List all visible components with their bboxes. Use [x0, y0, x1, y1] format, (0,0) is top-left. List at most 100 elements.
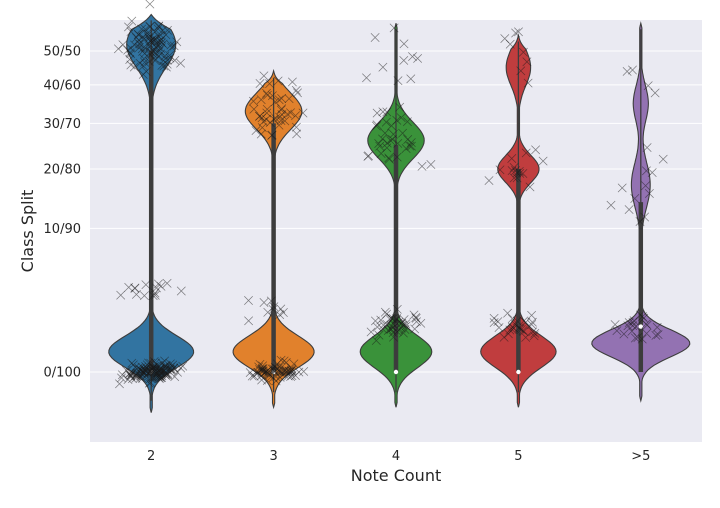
scatter-point [126, 27, 136, 37]
scatter-point [125, 55, 135, 64]
scatter-point [145, 22, 155, 31]
scatter-point [166, 40, 176, 50]
scatter-point [383, 326, 393, 336]
scatter-point [156, 281, 166, 291]
scatter-point [371, 121, 381, 131]
scatter-point [384, 154, 394, 164]
scatter-point [274, 120, 284, 130]
scatter-point [150, 290, 160, 300]
scatter-point [521, 332, 531, 342]
scatter-point [514, 27, 523, 37]
scatter-point [286, 108, 295, 118]
scatter-point [167, 43, 177, 52]
x-tick-label: 2 [147, 449, 155, 464]
scatter-point [489, 313, 499, 323]
scatter-point [629, 316, 639, 326]
scatter-point [522, 57, 532, 67]
scatter-point [406, 138, 416, 148]
scatter-point [133, 30, 143, 40]
scatter-point [262, 104, 272, 114]
scatter-point [244, 296, 253, 305]
scatter-point [292, 129, 302, 139]
scatter-point [647, 168, 657, 178]
scatter-point [151, 42, 161, 52]
scatter-point [635, 310, 645, 320]
scatter-point [375, 141, 385, 151]
scatter-point [493, 317, 503, 327]
scatter-point [631, 322, 641, 331]
scatter-point [406, 141, 416, 151]
scatter-point [396, 113, 406, 123]
scatter-point [162, 363, 172, 373]
scatter-point [255, 111, 265, 121]
scatter-point [170, 55, 180, 65]
scatter-point [637, 334, 647, 344]
scatter-point [503, 308, 513, 318]
scatter-point [146, 358, 156, 368]
scatter-point [124, 282, 134, 292]
scatter-point [380, 128, 390, 138]
scatter-point [628, 321, 638, 331]
x-ticks: 2 3 4 5 >5 [147, 449, 650, 464]
scatter-point [413, 53, 423, 63]
y-tick-label: 40/60 [44, 78, 81, 93]
scatter-point [277, 104, 287, 114]
scatter-point [161, 30, 171, 40]
scatter-point [278, 308, 288, 317]
scatter-point [147, 364, 157, 374]
scatter-point [151, 366, 161, 376]
scatter-point [538, 156, 548, 166]
scatter-point [173, 367, 182, 377]
scatter-point [495, 165, 505, 175]
scatter-point [275, 372, 285, 382]
scatter-point [156, 49, 166, 59]
scatter-point [399, 39, 409, 49]
scatter-point [530, 328, 540, 338]
scatter-point [519, 316, 529, 326]
scatter-point [144, 29, 154, 39]
scatter-point [378, 107, 388, 117]
scatter-point [144, 378, 154, 388]
scatter-point [267, 130, 277, 140]
scatter-point [531, 145, 541, 155]
scatter-point [262, 108, 272, 118]
scatter-point [147, 35, 157, 45]
scatter-point [384, 153, 394, 163]
scatter-point [617, 183, 627, 193]
scatter-point [390, 316, 400, 326]
scatter-point [392, 304, 402, 314]
scatter-point [138, 69, 148, 79]
scatter-point [371, 336, 381, 346]
scatter-point [650, 88, 660, 98]
scatter-point [291, 122, 301, 132]
scatter-point [505, 39, 515, 49]
scatter-point [146, 378, 156, 388]
scatter-point [653, 330, 663, 340]
scatter-point [139, 54, 149, 64]
scatter-point [630, 194, 640, 203]
scatter-point [392, 327, 402, 337]
scatter-point [508, 322, 517, 332]
scatter-point [372, 322, 382, 332]
scatter-point [651, 330, 661, 340]
scatter-point [518, 325, 528, 335]
scatter-point [426, 160, 436, 169]
scatter-point [159, 61, 169, 71]
scatter-point [519, 327, 529, 337]
scatter-point [134, 39, 144, 49]
scatter-point [272, 359, 282, 369]
scatter-point [293, 88, 302, 98]
scatter-point [116, 290, 126, 300]
scatter-point [255, 79, 265, 88]
scatter-point [259, 71, 269, 81]
scatter-point [521, 317, 531, 327]
scatter-point [277, 94, 287, 103]
scatter-point [123, 375, 133, 385]
scatter-point [154, 22, 163, 32]
scatter-point [162, 55, 172, 65]
scatter-point [149, 357, 159, 367]
scatter-point [284, 94, 294, 104]
scatter-point [388, 129, 398, 139]
scatter-point [378, 324, 387, 334]
scatter-point [411, 313, 421, 322]
